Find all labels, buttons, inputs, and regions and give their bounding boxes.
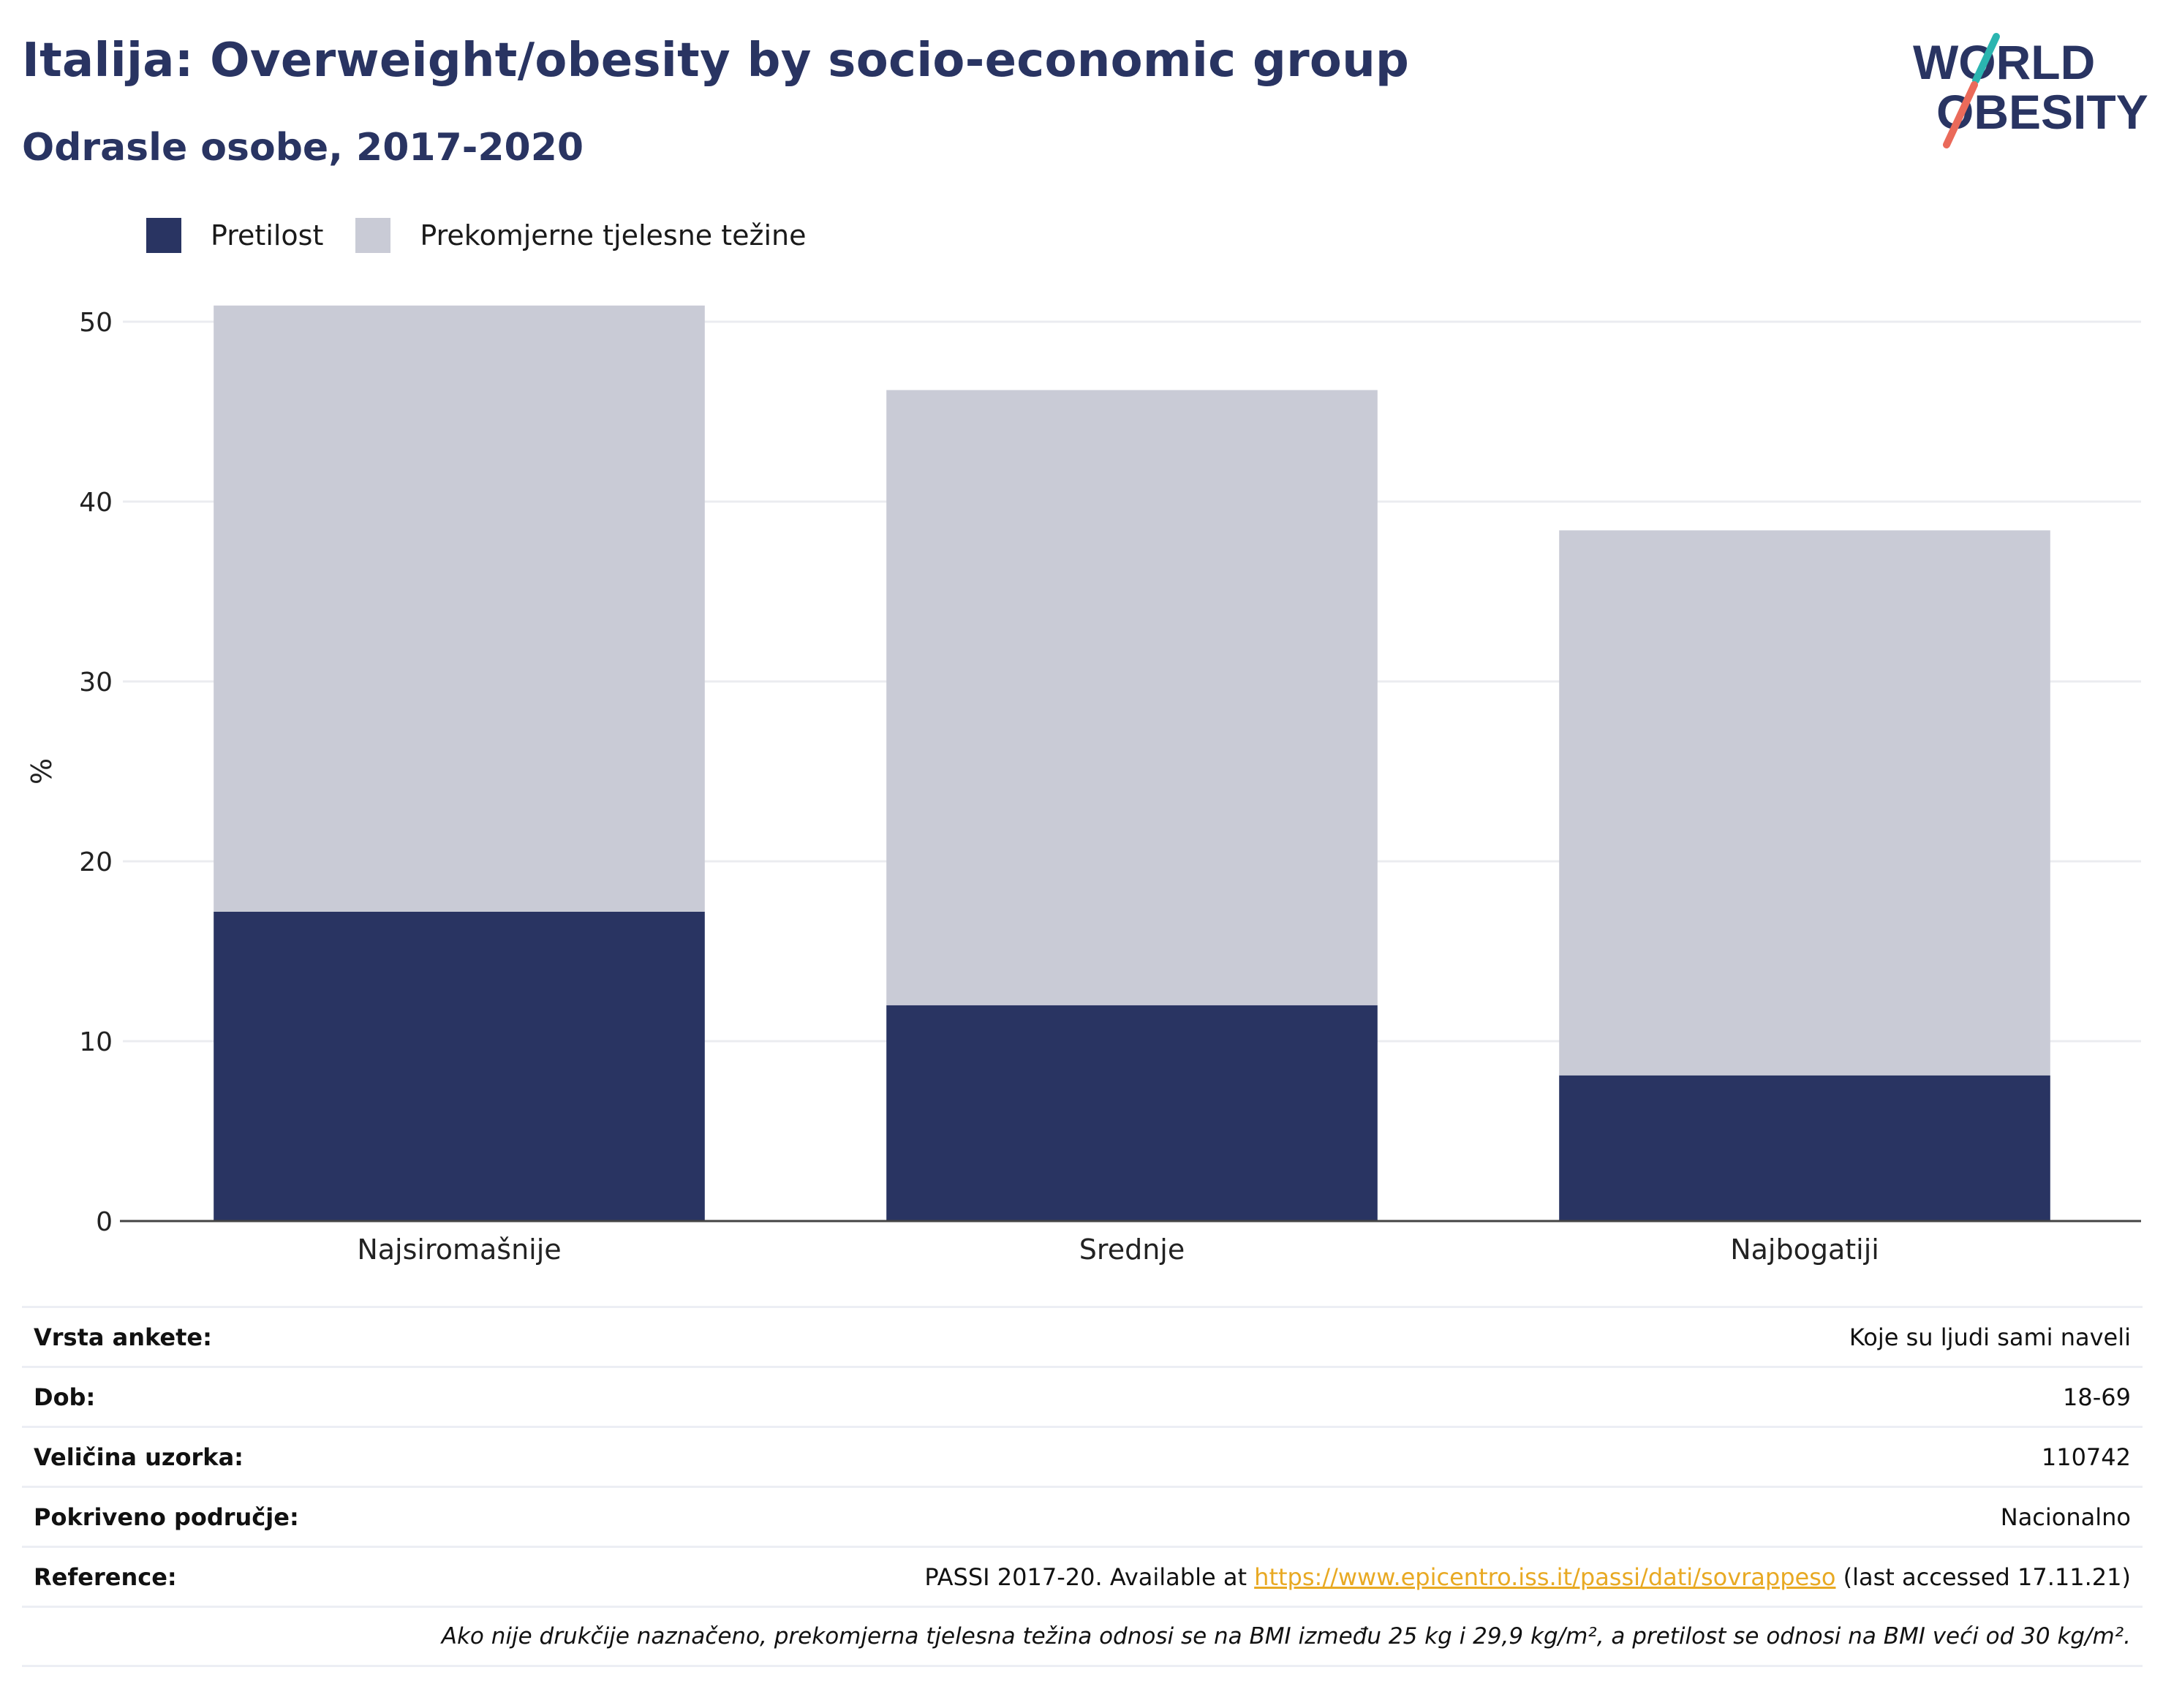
legend-label-prekomjerne: Prekomjerne tjelesne težine: [420, 219, 807, 252]
info-row-reference: Reference: PASSI 2017-20. Available at h…: [22, 1546, 2143, 1606]
info-row-coverage: Pokriveno područje: Nacionalno: [22, 1486, 2143, 1546]
y-axis-label: %: [26, 758, 58, 785]
bar-pretilost-0[interactable]: [214, 911, 705, 1221]
definition-note: Ako nije drukčije naznačeno, prekomjerna…: [22, 1606, 2143, 1667]
chart-title: Italija: Overweight/obesity by socio-eco…: [22, 34, 1410, 88]
logo-slash-coral: [1943, 81, 1978, 148]
info-table: Vrsta ankete: Koje su ljudi sami naveli …: [22, 1306, 2143, 1667]
info-label: Pokriveno područje:: [34, 1503, 299, 1531]
legend-item-pretilost[interactable]: Pretilost: [146, 218, 323, 253]
info-row-sample-size: Veličina uzorka: 110742: [22, 1426, 2143, 1486]
bar-pretilost-1[interactable]: [886, 1005, 1378, 1221]
legend-swatch-prekomjerne: [355, 218, 391, 253]
info-row-survey: Vrsta ankete: Koje su ljudi sami naveli: [22, 1306, 2143, 1366]
legend-swatch-pretilost: [146, 218, 181, 253]
info-value: 110742: [2041, 1443, 2131, 1471]
bar-prekomjerne-2[interactable]: [1559, 530, 2050, 1076]
chart-legend: Pretilost Prekomjerne tjelesne težine: [146, 216, 839, 254]
info-value: Nacionalno: [2000, 1503, 2131, 1531]
chart-subtitle: Odrasle osobe, 2017-2020: [22, 126, 584, 170]
reference-link[interactable]: https://www.epicentro.iss.it/passi/dati/…: [1254, 1562, 1836, 1591]
x-tick-label: Najbogatiji: [1730, 1233, 1879, 1266]
reference-value: PASSI 2017-20. Available at https://www.…: [924, 1563, 2131, 1591]
info-row-age: Dob: 18-69: [22, 1366, 2143, 1426]
y-tick-label: 10: [79, 1027, 113, 1057]
info-label: Reference:: [34, 1562, 177, 1591]
bar-prekomjerne-1[interactable]: [886, 390, 1378, 1005]
y-tick-label: 30: [79, 668, 113, 698]
legend-label-pretilost: Pretilost: [211, 219, 324, 252]
bar-prekomjerne-0[interactable]: [214, 305, 705, 912]
stacked-bar-chart: 0 10 20 30 40 50% Najsiromašnije Srednje Najboga…: [26, 305, 2141, 1266]
logo-line-world: WORLD: [1913, 35, 2095, 89]
legend-item-prekomjerne[interactable]: Prekomjerne tjelesne težine: [355, 218, 807, 253]
x-tick-label: Najsiromašnije: [357, 1233, 561, 1266]
world-obesity-logo: WORLD OBESITY: [1913, 33, 2148, 148]
y-tick-label: 40: [79, 488, 113, 518]
x-tick-label: Srednje: [1079, 1233, 1185, 1266]
info-value: 18-69: [2063, 1383, 2131, 1411]
logo-slash-teal: [1972, 33, 2000, 84]
y-tick-label: 20: [79, 847, 113, 877]
info-label: Vrsta ankete:: [34, 1323, 212, 1351]
info-value: Koje su ljudi sami naveli: [1849, 1323, 2131, 1351]
reference-prefix: PASSI 2017-20. Available at: [924, 1562, 1255, 1591]
info-label: Dob:: [34, 1383, 96, 1411]
reference-suffix: (last accessed 17.11.21): [1835, 1562, 2131, 1591]
bar-pretilost-2[interactable]: [1559, 1075, 2050, 1221]
y-tick-label: 50: [79, 308, 113, 338]
y-tick-label: 0: [96, 1207, 113, 1237]
info-label: Veličina uzorka:: [34, 1443, 244, 1471]
